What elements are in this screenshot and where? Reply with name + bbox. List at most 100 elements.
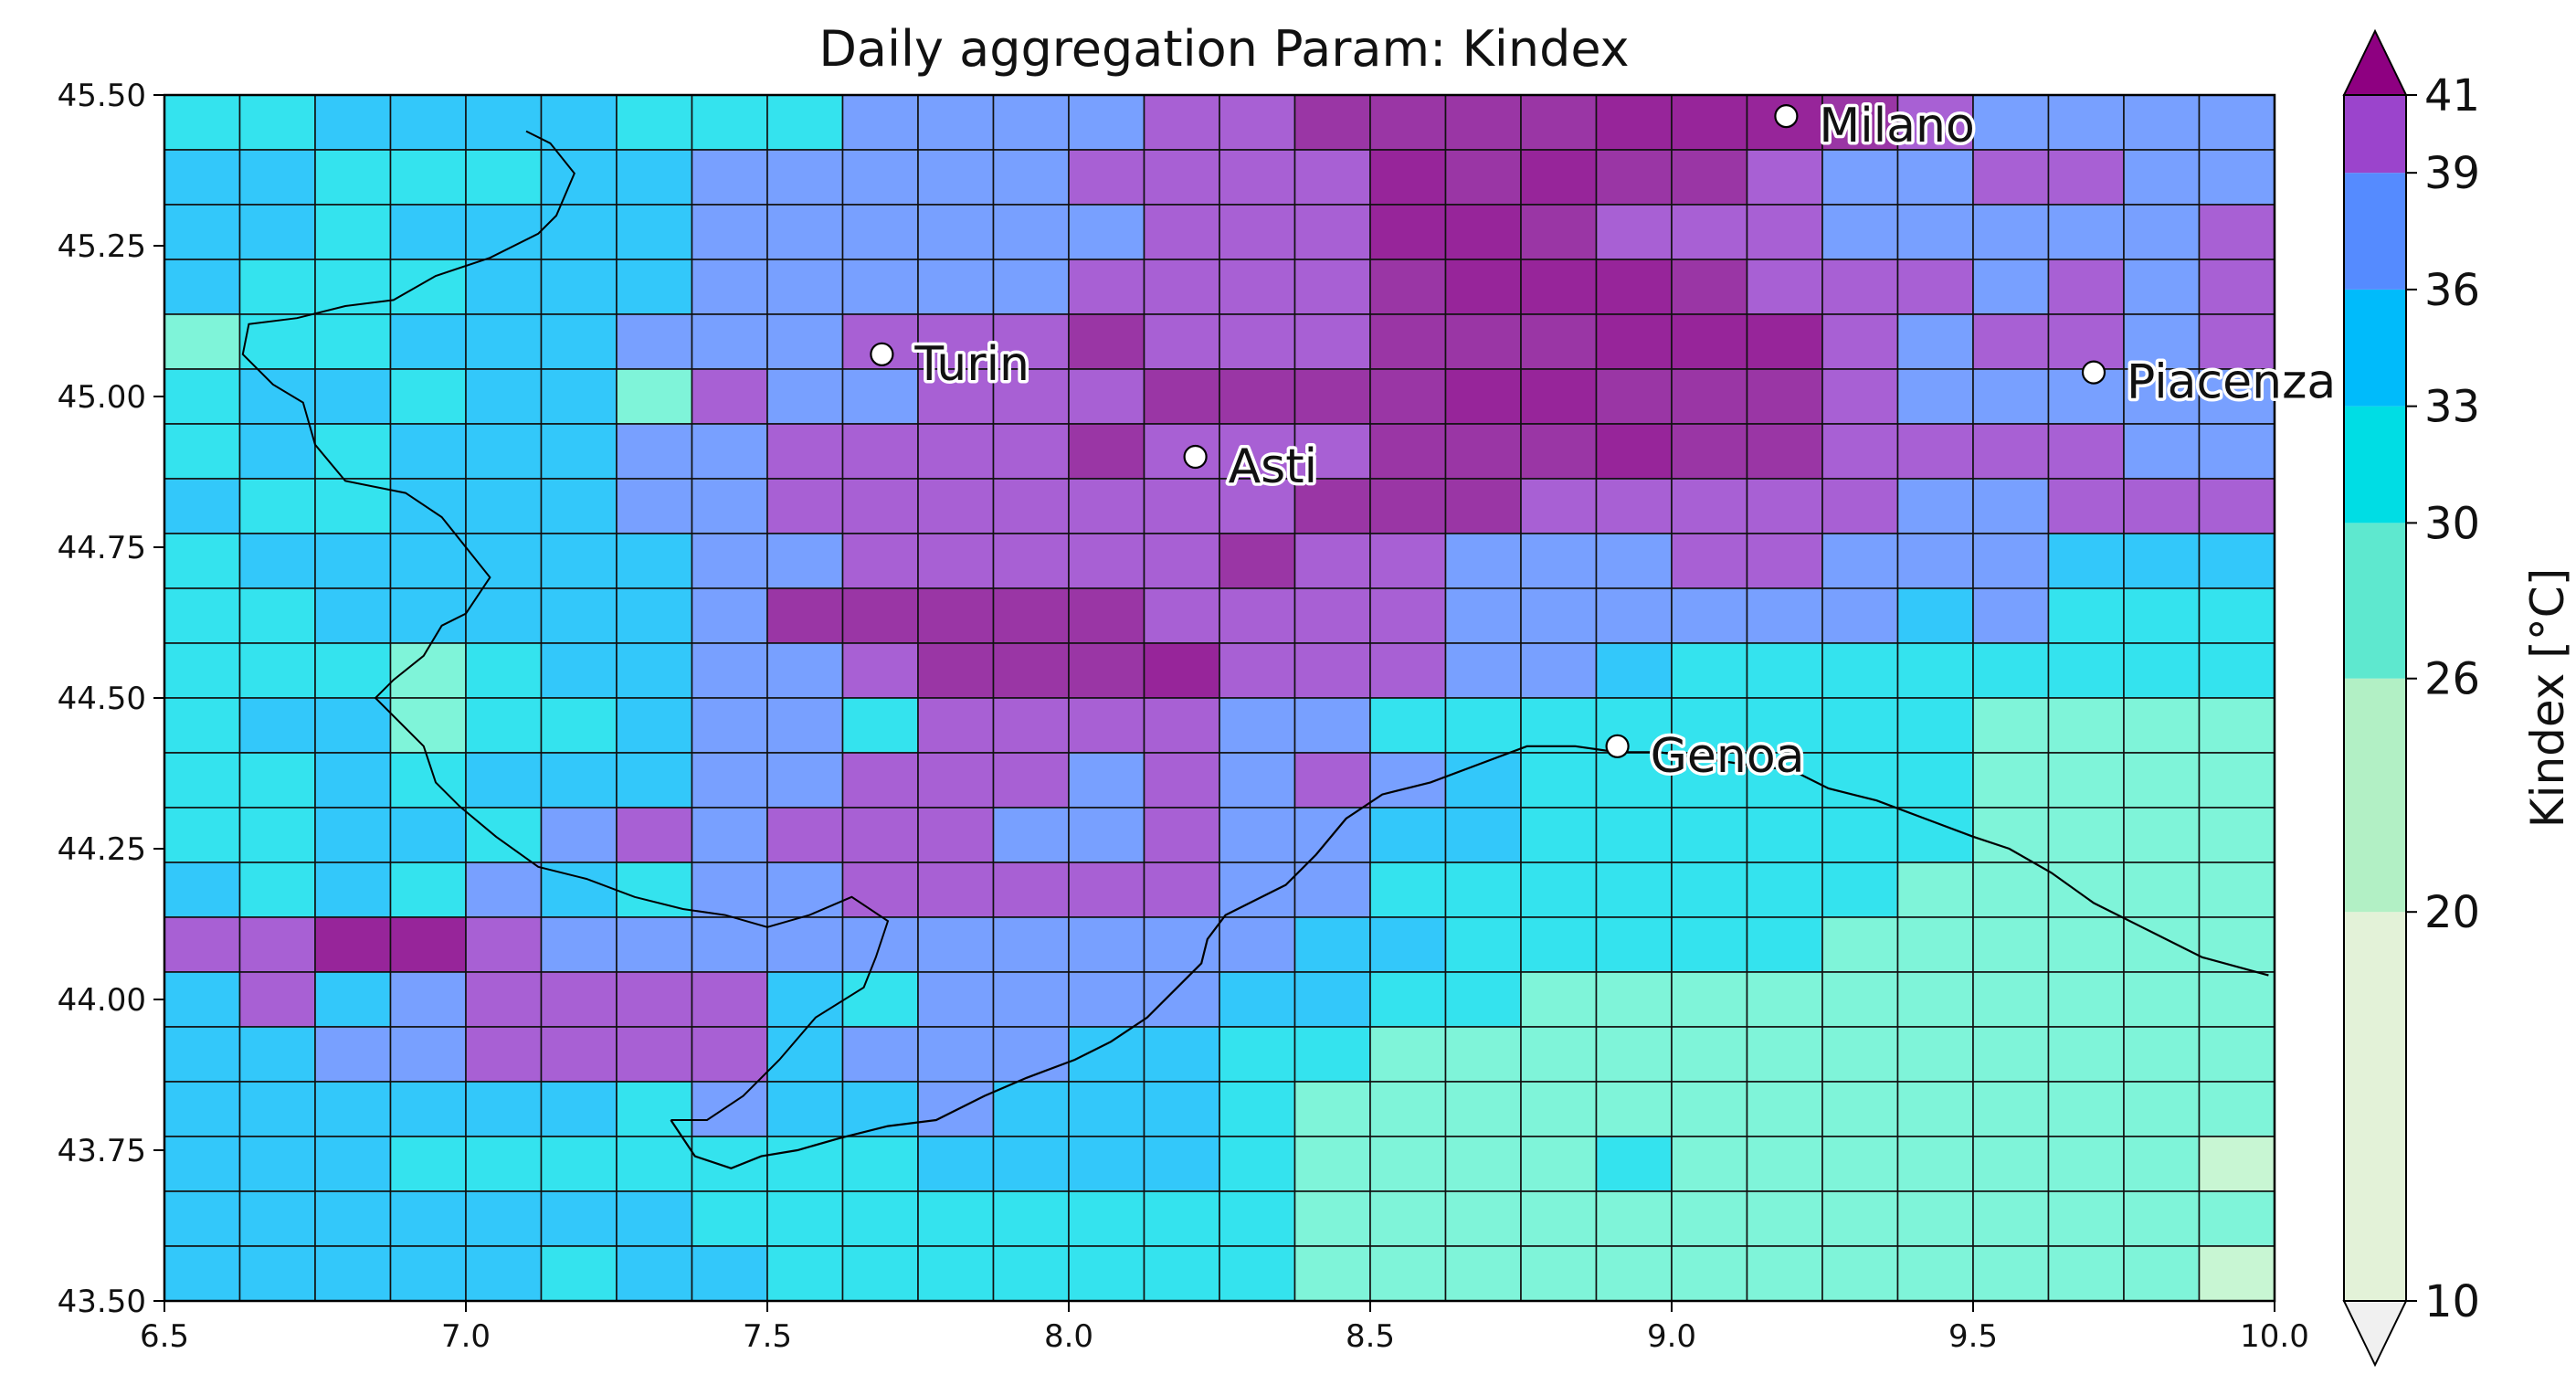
- grid-cell: [2123, 1081, 2201, 1137]
- grid-cell: [1219, 752, 1296, 809]
- grid-cell: [1068, 149, 1145, 206]
- grid-cell: [1369, 1190, 1447, 1247]
- grid-cell: [1972, 587, 2050, 644]
- colorbar-ticks: 10 20 26 30 33 36 39 41: [2406, 70, 2480, 1327]
- colorbar-tick-label: 33: [2424, 382, 2480, 433]
- grid-cell: [1821, 1190, 1899, 1247]
- grid-cell: [1219, 916, 1296, 973]
- city-label: Piacenza: [2127, 355, 2336, 410]
- grid-cell: [1595, 1190, 1673, 1247]
- grid-cell: [2123, 752, 2201, 809]
- grid-cell: [164, 368, 241, 425]
- grid-cell: [1671, 423, 1748, 480]
- grid-cell: [2047, 259, 2125, 315]
- grid-cell: [1520, 1245, 1598, 1302]
- grid-cell: [389, 587, 467, 644]
- grid-cell: [1821, 1081, 1899, 1137]
- grid-cell: [691, 1136, 768, 1192]
- grid-cell: [766, 149, 844, 206]
- grid-cell: [841, 697, 919, 754]
- map-title: Daily aggregation Param: Kindex: [818, 20, 1629, 78]
- city-marker: [1774, 103, 1799, 129]
- grid-cell: [766, 1136, 844, 1192]
- grid-cell: [917, 587, 995, 644]
- grid-cell: [238, 1190, 316, 1247]
- grid-cell: [2198, 697, 2275, 754]
- grid-cell: [616, 587, 693, 644]
- grid-cell: [766, 697, 844, 754]
- grid-cell: [1671, 1081, 1748, 1137]
- grid-cell: [238, 313, 316, 370]
- grid-cell: [2198, 916, 2275, 973]
- grid-cell: [2047, 533, 2125, 589]
- grid-cell: [1746, 478, 1823, 534]
- colorbar-segment: [2344, 678, 2406, 913]
- grid-cell: [917, 313, 995, 370]
- grid-cell: [2123, 642, 2201, 699]
- x-tick-label: 6.5: [140, 1318, 189, 1355]
- grid-cell: [465, 587, 543, 644]
- grid-cell: [540, 423, 618, 480]
- grid-cell: [917, 862, 995, 918]
- grid-cell: [1143, 752, 1220, 809]
- grid-cell: [917, 533, 995, 589]
- colorbar-segment: [2344, 523, 2406, 679]
- grid-cell: [465, 1190, 543, 1247]
- grid-cell: [2198, 971, 2275, 1028]
- grid-cell: [1369, 642, 1447, 699]
- grid-cell: [766, 971, 844, 1028]
- grid-cell: [1068, 368, 1145, 425]
- grid-cell: [1746, 368, 1823, 425]
- grid-cell: [1068, 1136, 1145, 1192]
- grid-cell: [2198, 862, 2275, 918]
- grid-cell: [389, 259, 467, 315]
- grid-cell: [1068, 1190, 1145, 1247]
- grid-cell: [917, 478, 995, 534]
- grid-cell: [1972, 478, 2050, 534]
- grid-cell: [691, 697, 768, 754]
- grid-cell: [238, 478, 316, 534]
- grid-cell: [1671, 642, 1748, 699]
- grid-cell: [917, 94, 995, 151]
- colorbar-segment: [2344, 173, 2406, 290]
- grid-cell: [1671, 313, 1748, 370]
- grid-cell: [164, 1026, 241, 1083]
- grid-cell: [2123, 916, 2201, 973]
- grid-cell: [917, 642, 995, 699]
- grid-cell: [1821, 533, 1899, 589]
- grid-cell: [314, 807, 392, 863]
- grid-cell: [1068, 1026, 1145, 1083]
- grid-cell: [238, 204, 316, 260]
- grid-cell: [616, 916, 693, 973]
- grid-cell: [1972, 862, 2050, 918]
- grid-cell: [1746, 423, 1823, 480]
- y-tick-label: 43.75: [58, 1133, 146, 1169]
- grid-cell: [164, 1136, 241, 1192]
- grid-cell: [1444, 697, 1522, 754]
- grid-cell: [616, 149, 693, 206]
- grid-cell: [1520, 423, 1598, 480]
- grid-cell: [1520, 149, 1598, 206]
- grid-cell: [2123, 478, 2201, 534]
- grid-cell: [2198, 368, 2275, 425]
- grid-cell: [389, 1081, 467, 1137]
- grid-cell: [238, 916, 316, 973]
- grid-cell: [691, 368, 768, 425]
- grid-cell: [917, 971, 995, 1028]
- grid-cell: [992, 423, 1070, 480]
- y-tick-label: 45.00: [58, 379, 146, 416]
- grid-cell: [1671, 587, 1748, 644]
- grid-cell: [1068, 642, 1145, 699]
- y-tick-label: 45.50: [58, 78, 146, 114]
- colorbar-label: Kindex [°C]: [2521, 568, 2574, 828]
- grid-cell: [1293, 204, 1371, 260]
- grid-cell: [1821, 204, 1899, 260]
- grid-cell: [1746, 313, 1823, 370]
- grid-cell: [1369, 752, 1447, 809]
- grid-cell: [465, 862, 543, 918]
- grid-cell: [1219, 1136, 1296, 1192]
- grid-cell: [1068, 807, 1145, 863]
- grid-cell: [917, 1081, 995, 1137]
- grid-cell: [238, 149, 316, 206]
- grid-cell: [465, 642, 543, 699]
